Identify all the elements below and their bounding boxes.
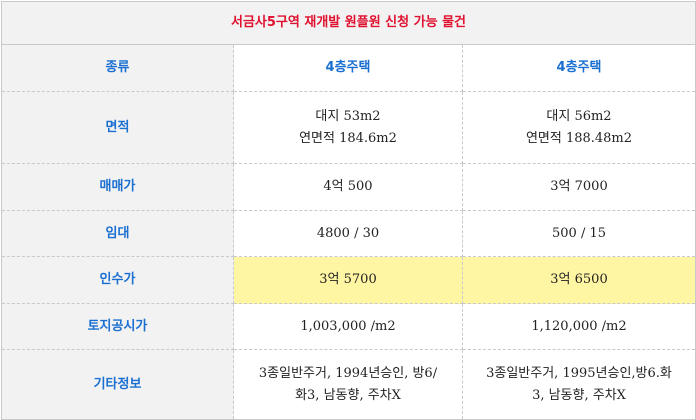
row-rent: 임대 4800 / 30 500 / 15	[1, 210, 696, 257]
land-b: 1,120,000 /m2	[462, 303, 696, 350]
etc-a-line2: 화3, 남동향, 주차X	[295, 387, 401, 403]
type-a: 4층주택	[233, 44, 463, 92]
etc-b-line1: 3종일반주거, 1995년승인,방6.화	[486, 365, 672, 381]
takeover-b: 3억 6500	[462, 256, 696, 304]
label-type: 종류	[1, 44, 234, 92]
row-price: 매매가 4억 500 3억 7000	[1, 163, 696, 211]
price-a: 4억 500	[233, 163, 463, 211]
price-b: 3억 7000	[462, 163, 696, 211]
area-b: 대지 56m2 연면적 188.48m2	[462, 91, 696, 164]
row-area: 면적 대지 53m2 연면적 184.6m2 대지 56m2 연면적 188.4…	[1, 91, 696, 164]
label-etc: 기타정보	[1, 349, 234, 420]
etc-a-line1: 3종일반주거, 1994년승인, 방6/	[258, 365, 438, 381]
label-takeover: 인수가	[1, 256, 234, 304]
takeover-a: 3억 5700	[233, 256, 463, 304]
etc-b: 3종일반주거, 1995년승인,방6.화 3, 남동향, 주차X	[462, 349, 696, 420]
area-b-floor: 연면적 188.48m2	[525, 130, 633, 146]
label-area: 면적	[1, 91, 234, 164]
area-a: 대지 53m2 연면적 184.6m2	[233, 91, 463, 164]
area-a-land: 대지 53m2	[315, 108, 381, 124]
row-land-price: 토지공시가 1,003,000 /m2 1,120,000 /m2	[1, 303, 696, 350]
rent-b: 500 / 15	[462, 210, 696, 257]
label-land-price: 토지공시가	[1, 303, 234, 350]
land-a: 1,003,000 /m2	[233, 303, 463, 350]
label-rent: 임대	[1, 210, 234, 257]
type-b: 4층주택	[462, 44, 696, 92]
row-takeover: 인수가 3억 5700 3억 6500	[1, 256, 696, 304]
row-etc: 기타정보 3종일반주거, 1994년승인, 방6/ 화3, 남동향, 주차X 3…	[1, 349, 696, 420]
row-type: 종류 4층주택 4층주택	[1, 44, 696, 92]
area-a-floor: 연면적 184.6m2	[299, 130, 397, 146]
area-b-land: 대지 56m2	[546, 108, 612, 124]
table-title: 서금사5구역 재개발 원플원 신청 가능 물건	[1, 1, 696, 45]
etc-a: 3종일반주거, 1994년승인, 방6/ 화3, 남동향, 주차X	[233, 349, 463, 420]
rent-a: 4800 / 30	[233, 210, 463, 257]
title-row: 서금사5구역 재개발 원플원 신청 가능 물건	[1, 1, 696, 45]
etc-b-line2: 3, 남동향, 주차X	[532, 387, 626, 403]
label-price: 매매가	[1, 163, 234, 211]
